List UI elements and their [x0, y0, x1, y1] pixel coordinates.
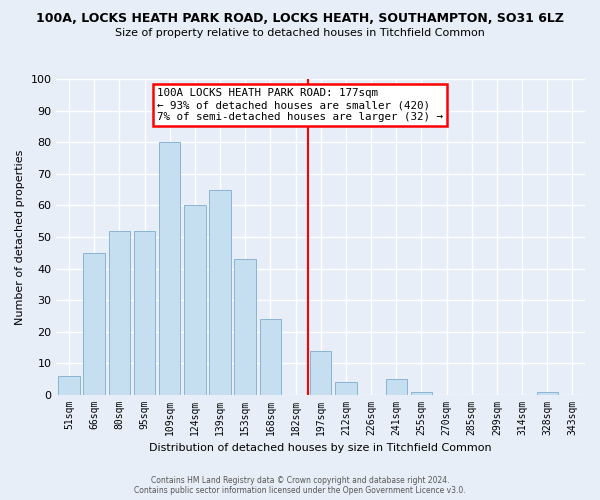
- Bar: [159, 142, 181, 395]
- Bar: [58, 376, 80, 395]
- Text: 100A LOCKS HEATH PARK ROAD: 177sqm
← 93% of detached houses are smaller (420)
7%: 100A LOCKS HEATH PARK ROAD: 177sqm ← 93%…: [157, 88, 443, 122]
- Bar: [109, 230, 130, 395]
- Bar: [83, 252, 105, 395]
- Text: Contains public sector information licensed under the Open Government Licence v3: Contains public sector information licen…: [134, 486, 466, 495]
- Bar: [134, 230, 155, 395]
- Bar: [386, 379, 407, 395]
- Bar: [335, 382, 356, 395]
- Bar: [260, 319, 281, 395]
- X-axis label: Distribution of detached houses by size in Titchfield Common: Distribution of detached houses by size …: [149, 444, 492, 454]
- Bar: [536, 392, 558, 395]
- Bar: [410, 392, 432, 395]
- Bar: [310, 350, 331, 395]
- Bar: [209, 190, 231, 395]
- Text: Size of property relative to detached houses in Titchfield Common: Size of property relative to detached ho…: [115, 28, 485, 38]
- Text: 100A, LOCKS HEATH PARK ROAD, LOCKS HEATH, SOUTHAMPTON, SO31 6LZ: 100A, LOCKS HEATH PARK ROAD, LOCKS HEATH…: [36, 12, 564, 26]
- Bar: [235, 259, 256, 395]
- Bar: [184, 206, 206, 395]
- Y-axis label: Number of detached properties: Number of detached properties: [15, 150, 25, 324]
- Text: Contains HM Land Registry data © Crown copyright and database right 2024.: Contains HM Land Registry data © Crown c…: [151, 476, 449, 485]
